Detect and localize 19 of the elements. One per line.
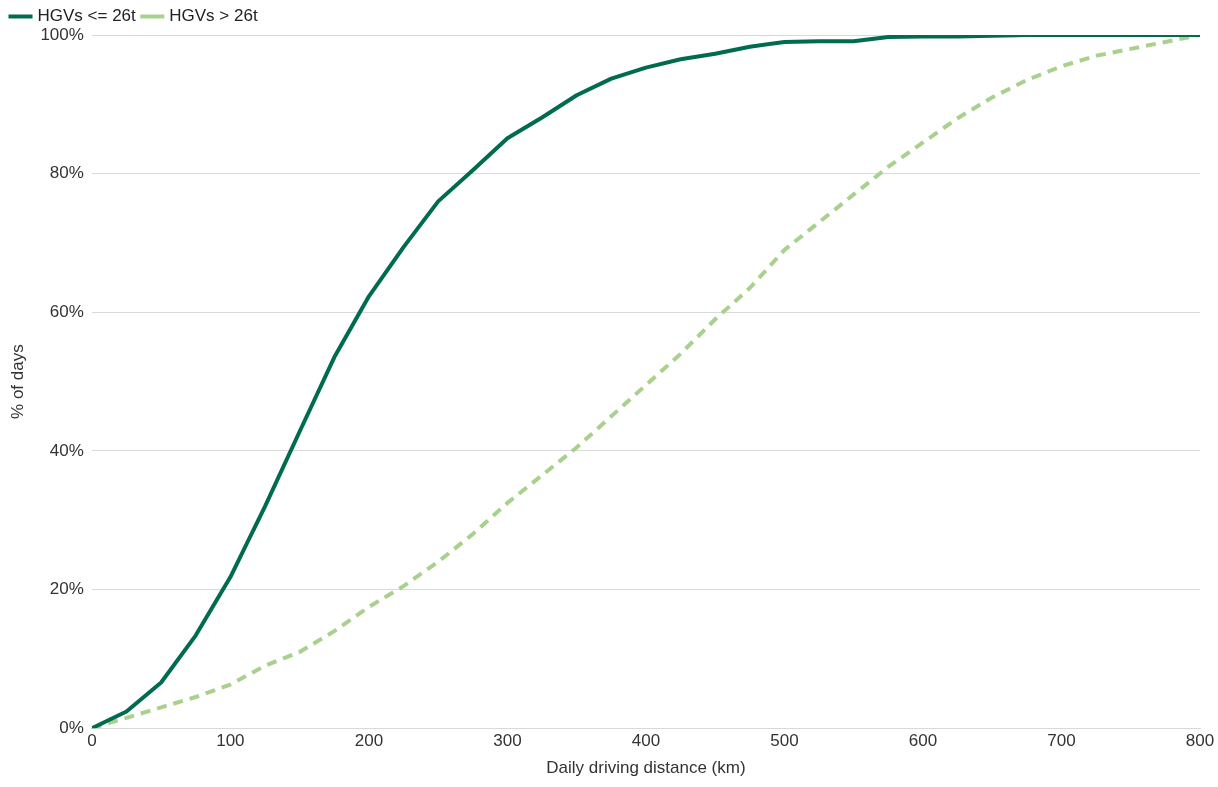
y-tick-label: 0%	[59, 717, 84, 737]
x-tick-label: 0	[87, 731, 97, 751]
y-axis-title: % of days	[7, 344, 27, 419]
x-tick-label: 700	[1047, 731, 1076, 751]
y-tick-label: 40%	[49, 440, 84, 460]
legend-label: HGVs > 26t	[169, 6, 258, 26]
x-tick-label: 600	[908, 731, 938, 751]
x-tick-label: 300	[493, 731, 522, 751]
x-tick-label: 100	[216, 731, 245, 751]
y-tick-label: 20%	[49, 579, 84, 599]
x-tick-label: 800	[1185, 731, 1215, 751]
x-tick-label: 200	[354, 731, 384, 751]
x-axis-title: Daily driving distance (km)	[546, 758, 746, 778]
y-tick-label: 60%	[49, 301, 84, 321]
y-tick-label: 100%	[40, 24, 84, 44]
x-tick-label: 500	[770, 731, 799, 751]
x-tick-label: 400	[631, 731, 661, 751]
y-tick-label: 80%	[49, 163, 84, 183]
legend-label: HGVs <= 26t	[37, 6, 137, 26]
